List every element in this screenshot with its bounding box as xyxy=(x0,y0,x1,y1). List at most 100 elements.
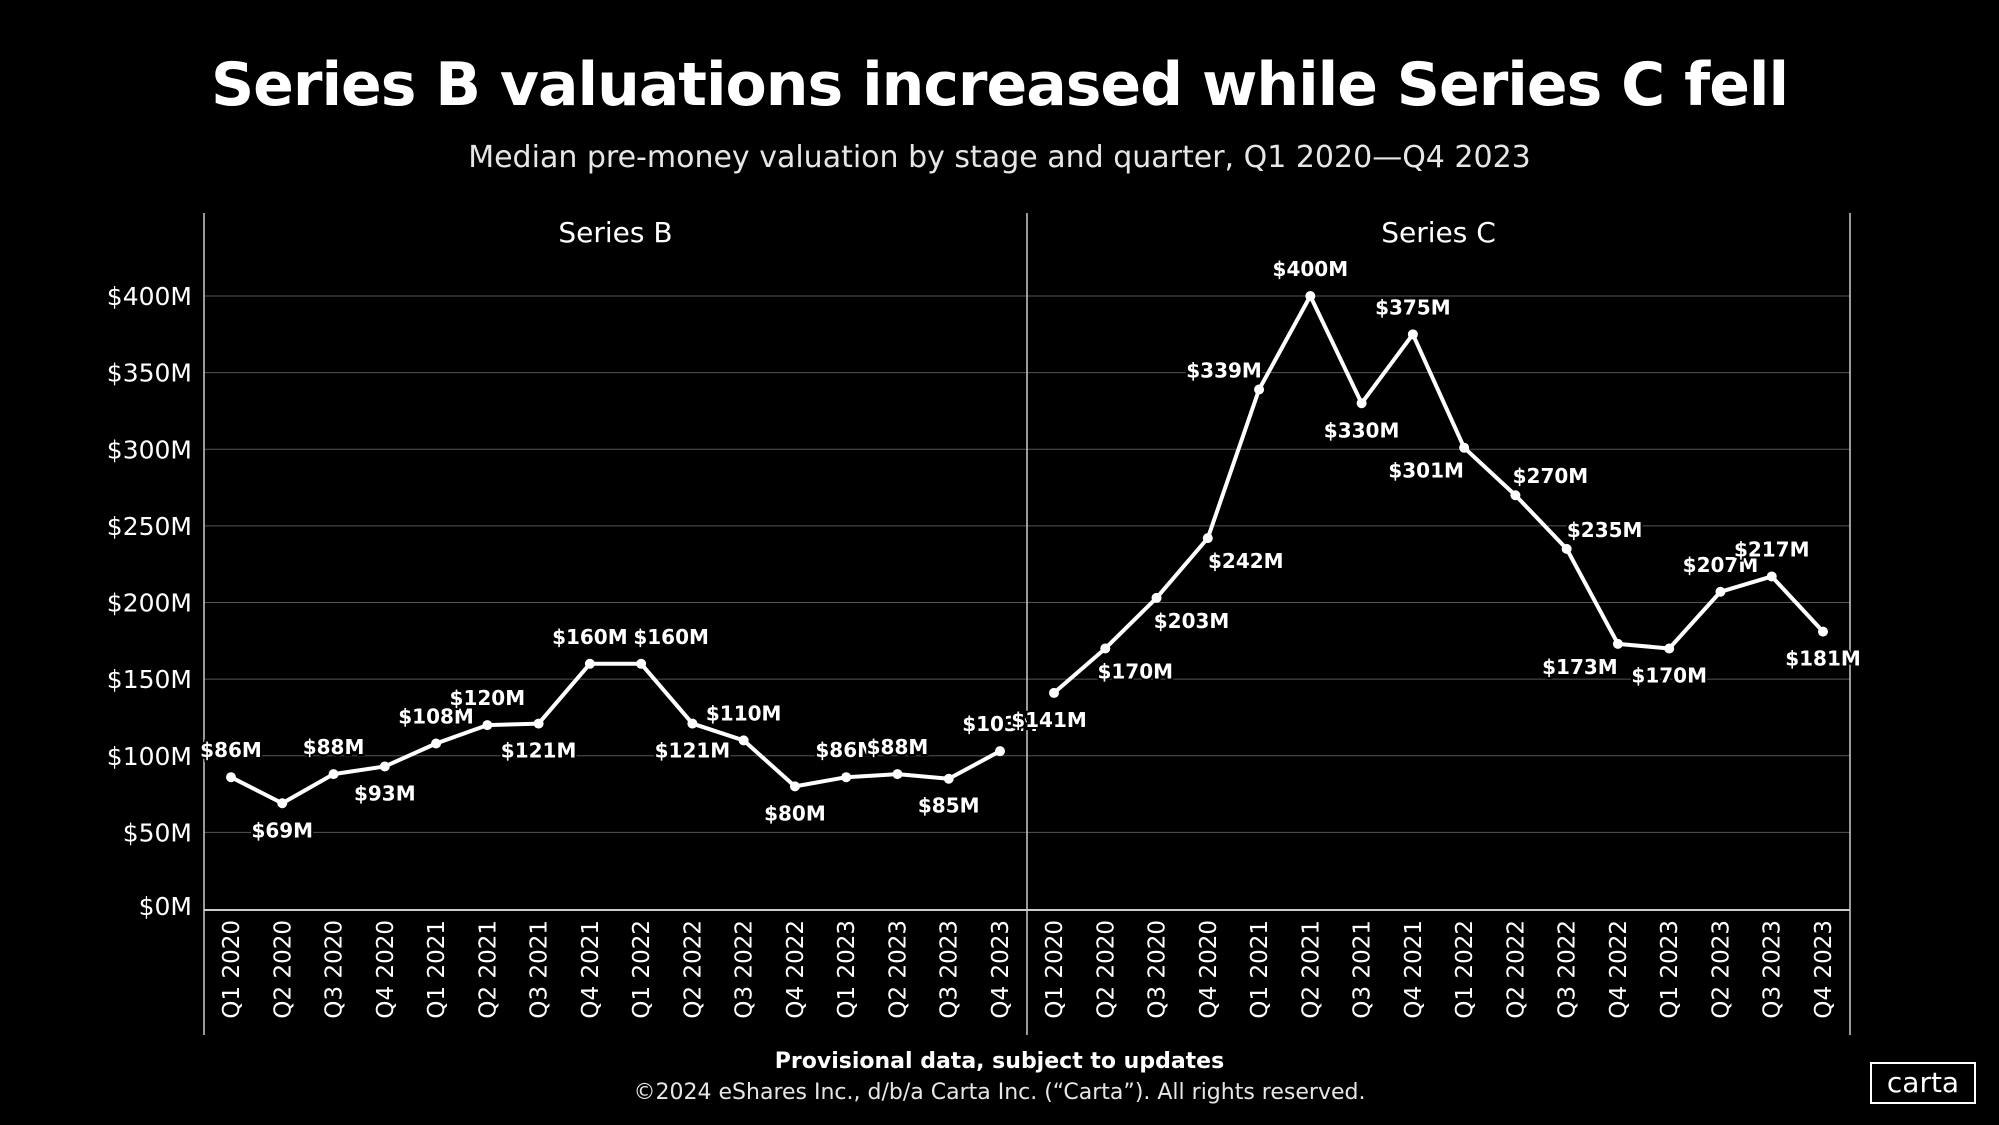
data-point xyxy=(1202,533,1213,544)
data-label: $80M xyxy=(764,801,826,825)
x-tick-label: Q3 2022 xyxy=(1555,920,1581,1019)
series-line xyxy=(1052,294,1825,695)
x-tick-label: Q3 2020 xyxy=(1145,920,1171,1019)
x-tick-label: Q4 2023 xyxy=(988,920,1014,1019)
x-tick-label: Q1 2023 xyxy=(1657,920,1683,1019)
x-tick-label: Q3 2023 xyxy=(937,920,963,1019)
data-point xyxy=(1715,586,1726,597)
data-label: $160M xyxy=(633,625,709,649)
data-point xyxy=(1100,643,1111,654)
data-point xyxy=(1407,329,1418,340)
x-tick-label: Q4 2021 xyxy=(578,920,604,1019)
data-label: $88M xyxy=(303,735,365,759)
data-label: $120M xyxy=(450,686,526,710)
data-point xyxy=(687,718,698,729)
data-label: $170M xyxy=(1097,659,1173,683)
series-line xyxy=(230,661,1001,806)
x-tick-label: Q1 2022 xyxy=(629,920,655,1019)
data-label: $203M xyxy=(1154,609,1230,633)
y-tick-label: $300M xyxy=(107,435,192,464)
footer-copyright: ©2024 eShares Inc., d/b/a Carta Inc. (“C… xyxy=(633,1080,1366,1105)
data-point xyxy=(636,658,647,669)
x-tick-label: Q2 2023 xyxy=(885,920,911,1019)
data-point xyxy=(482,720,493,731)
x-tick-label: Q3 2021 xyxy=(1350,920,1376,1019)
data-label: $121M xyxy=(655,739,731,763)
x-tick-label: Q4 2022 xyxy=(1606,920,1632,1019)
data-point xyxy=(1561,543,1572,554)
data-point xyxy=(1510,490,1521,501)
x-tick-label: Q2 2020 xyxy=(270,920,296,1019)
data-point xyxy=(1049,687,1059,698)
data-point xyxy=(789,781,800,792)
x-tick-label: Q1 2022 xyxy=(1452,920,1478,1019)
y-tick-label: $0M xyxy=(139,892,192,921)
x-tick-label: Q3 2023 xyxy=(1760,920,1786,1019)
data-label: $173M xyxy=(1542,655,1618,679)
data-point xyxy=(1356,398,1367,409)
data-point xyxy=(1254,384,1265,395)
data-label: $242M xyxy=(1208,549,1284,573)
data-label: $270M xyxy=(1513,464,1589,488)
data-label: $103M xyxy=(962,712,1038,736)
data-label: $88M xyxy=(867,735,929,759)
data-label: $160M xyxy=(552,625,628,649)
x-tick-label: Q1 2020 xyxy=(1042,920,1068,1019)
data-label: $69M xyxy=(251,818,313,842)
x-tick-label: Q2 2023 xyxy=(1708,920,1734,1019)
data-point xyxy=(1766,571,1777,582)
x-tick-label: Q1 2023 xyxy=(834,920,860,1019)
x-tick-label: Q1 2021 xyxy=(424,920,450,1019)
panel-title-series-c: Series C xyxy=(1381,216,1496,249)
x-tick-label: Q4 2023 xyxy=(1811,920,1837,1019)
x-tick-label: Q2 2021 xyxy=(475,920,501,1019)
x-tick-label: Q2 2022 xyxy=(680,920,706,1019)
x-tick-label: Q1 2020 xyxy=(219,920,245,1019)
x-tick-label: Q4 2020 xyxy=(373,920,399,1019)
panel-title-series-b: Series B xyxy=(558,216,672,249)
x-tick-label: Q4 2021 xyxy=(1401,920,1427,1019)
data-point xyxy=(1151,592,1162,603)
data-label: $339M xyxy=(1186,358,1262,382)
y-tick-label: $200M xyxy=(107,589,192,618)
data-point xyxy=(1818,626,1828,637)
data-label: $301M xyxy=(1388,459,1464,483)
chart-subtitle: Median pre-money valuation by stage and … xyxy=(468,140,1531,175)
data-point xyxy=(943,773,954,784)
y-tick-label: $150M xyxy=(107,665,192,694)
data-label: $85M xyxy=(918,794,980,818)
chart-title: Series B valuations increased while Seri… xyxy=(210,50,1789,120)
data-point xyxy=(328,769,339,780)
data-label: $93M xyxy=(354,781,416,805)
y-tick-label: $350M xyxy=(107,359,192,388)
data-label: $330M xyxy=(1324,418,1400,442)
x-tick-label: Q3 2021 xyxy=(527,920,553,1019)
data-point xyxy=(995,746,1005,757)
data-label: $86M xyxy=(200,738,262,762)
data-label: $108M xyxy=(398,704,474,728)
data-point xyxy=(1305,291,1316,301)
x-tick-label: Q4 2020 xyxy=(1196,920,1222,1019)
x-tick-label: Q4 2022 xyxy=(783,920,809,1019)
y-tick-label: $50M xyxy=(123,818,192,847)
data-point xyxy=(277,798,288,809)
x-tick-label: Q2 2021 xyxy=(1298,920,1324,1019)
data-point xyxy=(1612,638,1623,649)
footer-note: Provisional data, subject to updates xyxy=(774,1049,1225,1074)
data-point xyxy=(431,738,442,749)
data-point xyxy=(226,772,236,783)
data-label: $375M xyxy=(1375,295,1451,319)
data-point xyxy=(584,658,595,669)
x-tick-label: Q1 2021 xyxy=(1247,920,1273,1019)
data-label: $141M xyxy=(1011,708,1087,732)
data-label: $400M xyxy=(1273,257,1349,281)
data-label: $181M xyxy=(1785,647,1861,671)
data-point xyxy=(1664,643,1675,654)
data-label: $110M xyxy=(706,701,782,725)
carta-logo: carta xyxy=(1870,1062,1976,1104)
data-point xyxy=(738,735,749,746)
y-tick-label: $100M xyxy=(107,742,192,771)
y-tick-label: $250M xyxy=(107,512,192,541)
data-point xyxy=(379,761,390,772)
data-point xyxy=(533,718,544,729)
